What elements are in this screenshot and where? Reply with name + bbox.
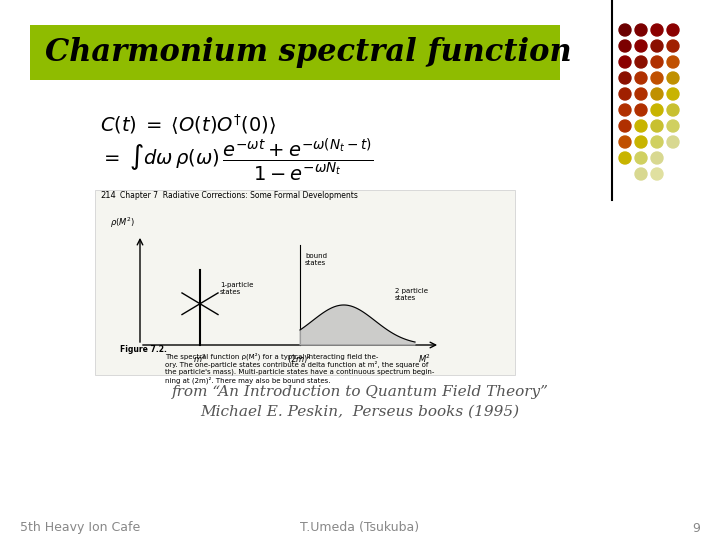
Circle shape: [619, 72, 631, 84]
Circle shape: [651, 120, 663, 132]
Text: Chapter 7  Radiative Corrections: Some Formal Developments: Chapter 7 Radiative Corrections: Some Fo…: [120, 191, 358, 200]
Circle shape: [635, 56, 647, 68]
Text: 1-particle
states: 1-particle states: [220, 282, 253, 295]
Polygon shape: [300, 305, 415, 345]
Circle shape: [651, 152, 663, 164]
Circle shape: [619, 152, 631, 164]
Circle shape: [635, 72, 647, 84]
Circle shape: [651, 136, 663, 148]
Circle shape: [651, 24, 663, 36]
Circle shape: [651, 88, 663, 100]
Text: from “An Introduction to Quantum Field Theory”: from “An Introduction to Quantum Field T…: [171, 385, 549, 399]
Circle shape: [651, 40, 663, 52]
Circle shape: [667, 72, 679, 84]
Circle shape: [635, 40, 647, 52]
Circle shape: [667, 104, 679, 116]
Circle shape: [619, 56, 631, 68]
Text: 5th Heavy Ion Cafe: 5th Heavy Ion Cafe: [20, 522, 140, 535]
Circle shape: [635, 104, 647, 116]
Circle shape: [619, 136, 631, 148]
Circle shape: [667, 24, 679, 36]
Text: Charmonium spectral function: Charmonium spectral function: [45, 37, 572, 69]
Circle shape: [619, 120, 631, 132]
Circle shape: [651, 56, 663, 68]
Circle shape: [667, 88, 679, 100]
Circle shape: [635, 152, 647, 164]
Circle shape: [619, 88, 631, 100]
Text: 9: 9: [692, 522, 700, 535]
Circle shape: [619, 40, 631, 52]
Text: $M^2$: $M^2$: [418, 353, 431, 366]
Circle shape: [635, 136, 647, 148]
Circle shape: [667, 40, 679, 52]
Circle shape: [635, 120, 647, 132]
Text: $\rho(M^2)$: $\rho(M^2)$: [110, 215, 135, 230]
Text: $=\;\int d\omega\,\rho(\omega)\,\dfrac{e^{-\omega t}+e^{-\omega(N_t-t)}}{1-e^{-\: $=\;\int d\omega\,\rho(\omega)\,\dfrac{e…: [100, 137, 374, 184]
Circle shape: [635, 88, 647, 100]
Circle shape: [651, 72, 663, 84]
Text: Michael E. Peskin,  Perseus books (1995): Michael E. Peskin, Perseus books (1995): [200, 405, 520, 419]
Text: bound
states: bound states: [305, 253, 327, 266]
Text: The spectral function ρ(M²) for a typical interacting field the-
ory. The one-pa: The spectral function ρ(M²) for a typica…: [165, 352, 434, 384]
Circle shape: [651, 168, 663, 180]
FancyBboxPatch shape: [30, 25, 560, 80]
Circle shape: [651, 104, 663, 116]
Circle shape: [635, 24, 647, 36]
Text: $m^2$: $m^2$: [193, 353, 207, 366]
Circle shape: [619, 104, 631, 116]
Circle shape: [667, 56, 679, 68]
Text: 214: 214: [100, 191, 116, 200]
Circle shape: [635, 168, 647, 180]
FancyBboxPatch shape: [95, 190, 515, 375]
Circle shape: [667, 120, 679, 132]
Circle shape: [667, 136, 679, 148]
Text: $C(t)\;=\;\langle O(t)O^{\dagger}(0)\rangle$: $C(t)\;=\;\langle O(t)O^{\dagger}(0)\ran…: [100, 113, 276, 137]
Text: 2 particle
states: 2 particle states: [395, 288, 428, 301]
Text: Figure 7.2.: Figure 7.2.: [120, 345, 167, 354]
Circle shape: [619, 24, 631, 36]
Text: T.Umeda (Tsukuba): T.Umeda (Tsukuba): [300, 522, 420, 535]
Text: $(2m)^2$: $(2m)^2$: [287, 353, 312, 367]
